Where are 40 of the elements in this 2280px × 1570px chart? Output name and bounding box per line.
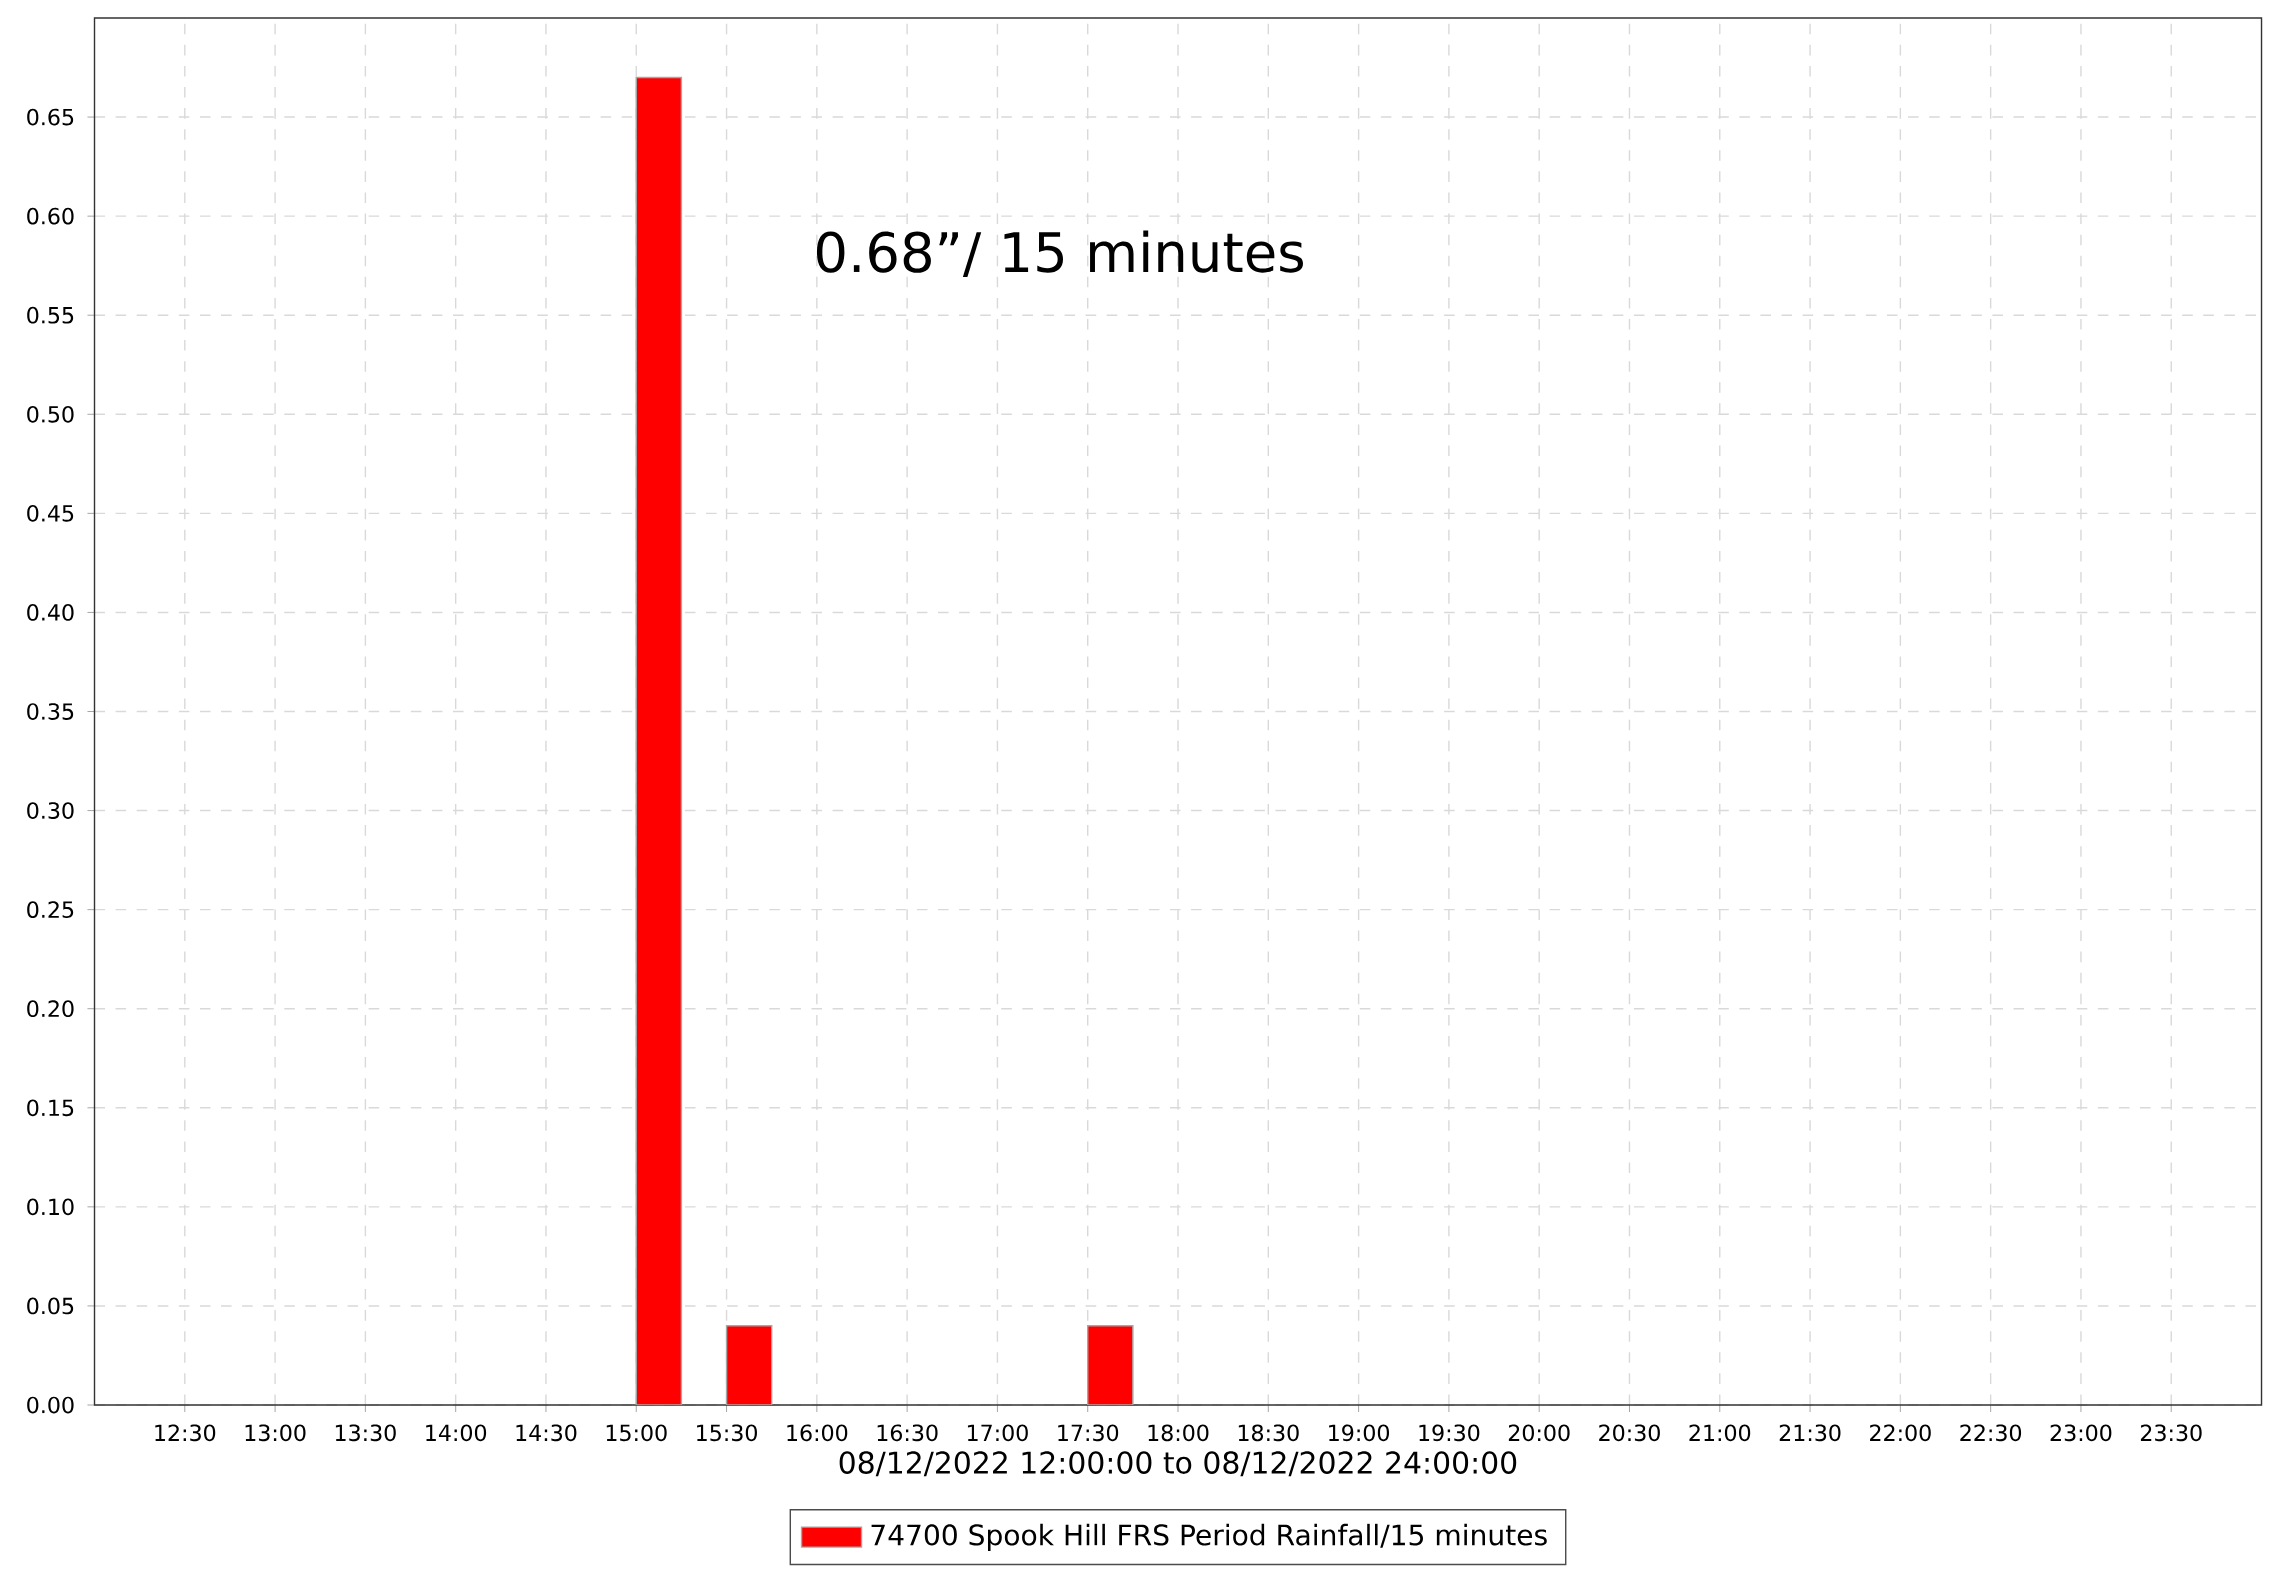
x-tick-label: 22:00 <box>1870 1424 1931 1442</box>
y-tick-label: 0.20 <box>27 1000 74 1018</box>
y-tick-label: 0.30 <box>27 802 74 819</box>
x-axis-title: 08/12/2022 12:00:00 to 08/12/2022 24:00:00 <box>839 1451 1517 1477</box>
x-tick-label: 22:30 <box>1960 1424 2022 1442</box>
x-tick-label: 19:30 <box>1419 1424 1480 1442</box>
y-tick-label: 0.25 <box>27 901 74 919</box>
y-tick-label: 0.60 <box>27 207 74 225</box>
y-tick-label: 0.40 <box>27 604 74 621</box>
x-tick-label: 20:00 <box>1508 1424 1570 1442</box>
x-tick-label: 18:30 <box>1238 1424 1299 1442</box>
y-tick-label: 0.15 <box>27 1099 74 1117</box>
x-tick-label: 17:30 <box>1058 1424 1119 1442</box>
legend-label: 74700 Spook Hill FRS Period Rainfall/15 minutes <box>871 1523 1547 1551</box>
x-tick-label: 20:30 <box>1599 1424 1660 1442</box>
x-tick-label: 17:00 <box>967 1424 1028 1442</box>
x-tick-label: 15:30 <box>697 1424 757 1442</box>
y-tick-label: 0.35 <box>27 703 74 720</box>
y-tick-label: 0.50 <box>27 405 74 423</box>
x-tick-label: 16:30 <box>877 1424 938 1442</box>
y-tick-label: 0.00 <box>27 1396 74 1414</box>
y-tick-label: 0.10 <box>27 1198 74 1216</box>
x-tick-label: 21:30 <box>1779 1424 1841 1442</box>
y-tick-label: 0.65 <box>27 108 74 126</box>
x-tick-label: 23:30 <box>2140 1424 2202 1442</box>
x-tick-label: 14:00 <box>426 1424 487 1442</box>
x-tick-label: 15:00 <box>606 1424 667 1442</box>
x-tick-label: 21:00 <box>1689 1424 1751 1442</box>
x-tick-label: 19:00 <box>1329 1424 1390 1442</box>
x-tick-label: 12:30 <box>155 1424 216 1442</box>
x-tick-label: 16:00 <box>787 1424 848 1442</box>
y-tick-label: 0.55 <box>27 306 74 324</box>
x-tick-label: 14:30 <box>516 1424 577 1442</box>
x-tick-label: 13:00 <box>245 1424 306 1442</box>
y-tick-label: 0.05 <box>27 1297 74 1315</box>
x-tick-label: 23:00 <box>2050 1424 2112 1442</box>
x-tick-label: 13:30 <box>335 1424 396 1442</box>
y-tick-label: 0.45 <box>27 504 74 522</box>
annotation: 0.68”/ 15 minutes <box>816 230 1303 278</box>
x-tick-label: 18:00 <box>1148 1424 1209 1442</box>
